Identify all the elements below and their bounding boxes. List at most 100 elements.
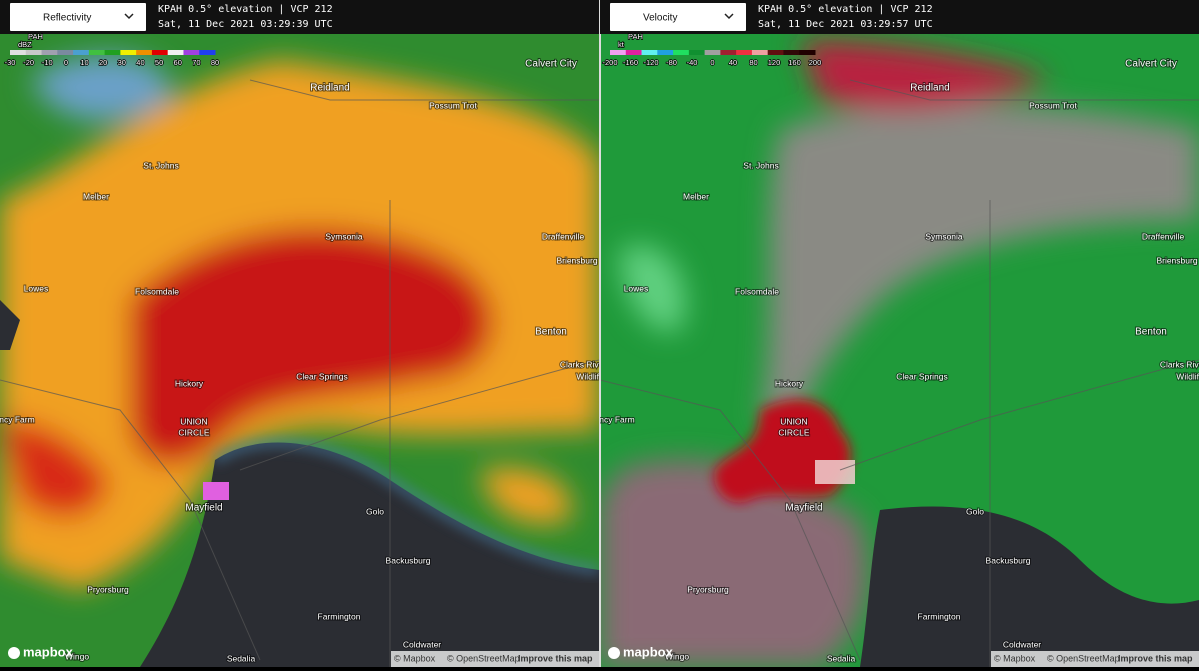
- product-dropdown[interactable]: Velocity: [610, 3, 746, 31]
- attribution-osm[interactable]: © OpenStreetMap: [447, 653, 520, 663]
- place-label: Farmington: [318, 611, 361, 621]
- place-label: Wingo: [65, 651, 89, 661]
- attribution-improve[interactable]: Improve this map: [518, 653, 593, 663]
- place-label: Calvert City: [525, 59, 577, 70]
- place-label: Backusburg: [986, 555, 1031, 565]
- scale-swatch: [73, 50, 90, 55]
- place-label: Fancy Farm: [0, 414, 35, 424]
- scale-tick-label: 10: [80, 58, 88, 67]
- dropdown-box[interactable]: [10, 3, 146, 31]
- place-label: Lowes: [624, 283, 649, 293]
- scale-swatch: [720, 50, 737, 55]
- mapbox-logo: mapbox: [8, 644, 74, 659]
- scale-tick-label: 120: [768, 58, 781, 67]
- place-label: Sedalia: [827, 653, 856, 663]
- product-dropdown[interactable]: Reflectivity: [10, 3, 146, 31]
- scale-swatch: [104, 50, 121, 55]
- dropdown-caret[interactable]: [724, 13, 734, 20]
- place-label: Golo: [966, 506, 984, 516]
- logo-text: mapbox: [623, 644, 674, 659]
- scale-tick-label: 0: [64, 58, 68, 67]
- scale-tick-label: 40: [729, 58, 737, 67]
- place-label: Folsomdale: [735, 286, 779, 296]
- scale-tick-label: -200: [602, 58, 617, 67]
- place-label: Farmington: [918, 611, 961, 621]
- place-label: Possum Trot: [1029, 100, 1077, 110]
- dropdown-label[interactable]: Reflectivity: [43, 13, 91, 24]
- attribution-osm[interactable]: © OpenStreetMap: [1047, 653, 1120, 663]
- scale-swatch: [657, 50, 674, 55]
- scale-swatch: [167, 50, 184, 55]
- attribution-improve[interactable]: Improve this map: [1118, 653, 1193, 663]
- dropdown-box[interactable]: [610, 3, 746, 31]
- scale-swatch: [783, 50, 800, 55]
- scale-swatch: [736, 50, 753, 55]
- place-label: Coldwater: [1003, 639, 1041, 649]
- place-label: Symsonia: [925, 231, 963, 241]
- panel: Reflectivity KPAH 0.5° elevation | VCP 21…: [0, 0, 606, 667]
- panel: Velocity KPAH 0.5° elevation | VCP 212 Sat…: [600, 0, 1199, 667]
- mapbox-logo: mapbox: [608, 644, 674, 659]
- scale-tick-label: 30: [118, 58, 126, 67]
- scale-swatch: [136, 50, 153, 55]
- attribution-mapbox[interactable]: © Mapbox: [994, 653, 1036, 663]
- header-title: KPAH 0.5° elevation | VCP 212: [758, 4, 933, 15]
- scale-swatch: [751, 50, 769, 55]
- place-label: Sedalia: [227, 653, 256, 663]
- place-label: Folsomdale: [135, 286, 179, 296]
- place-label: Coldwater: [403, 639, 441, 649]
- logo-icon: [608, 647, 620, 659]
- place-label: Clear Springs: [296, 371, 348, 381]
- place-label: Wildlife: [576, 371, 604, 381]
- place-label: Pryorsburg: [687, 584, 729, 594]
- scale-swatch: [704, 50, 721, 55]
- place-labels: Calvert City Reidland Possum Trot St. Johns…: [0, 58, 606, 665]
- scale-tick-label: -120: [643, 58, 658, 67]
- place-label: Briensburg: [1156, 255, 1197, 265]
- station-label: PAH: [628, 32, 643, 41]
- header-time: Sat, 11 Dec 2021 03:29:57 UTC: [758, 19, 933, 30]
- place-label: Reidland: [310, 83, 349, 94]
- attribution-bg: [391, 651, 599, 667]
- place-label: Reidland: [910, 83, 949, 94]
- place-label: Draffenville: [542, 231, 585, 241]
- scale-tick-label: 80: [749, 58, 757, 67]
- place-label: Golo: [366, 506, 384, 516]
- place-label: Clarks River: [1160, 359, 1199, 369]
- place-label: UNION: [780, 416, 807, 426]
- place-label: Benton: [535, 327, 567, 338]
- dropdown-label[interactable]: Velocity: [643, 13, 677, 24]
- scale-swatch: [88, 50, 106, 55]
- place-label: UNION: [180, 416, 207, 426]
- scale-tick-label: -160: [623, 58, 638, 67]
- scale-tick-label: 20: [99, 58, 107, 67]
- place-label: Clarks River: [560, 359, 606, 369]
- attribution-mapbox[interactable]: © Mapbox: [394, 653, 436, 663]
- place-label: Pryorsburg: [87, 584, 129, 594]
- scale-swatch: [688, 50, 706, 55]
- header-time: Sat, 11 Dec 2021 03:29:39 UTC: [158, 19, 333, 30]
- scale-swatch: [767, 50, 784, 55]
- scale-tick-label: 60: [174, 58, 182, 67]
- place-label: Wingo: [665, 651, 689, 661]
- place-label: Symsonia: [325, 231, 363, 241]
- scale-tick-label: 40: [136, 58, 144, 67]
- dropdown-caret[interactable]: [124, 13, 134, 20]
- place-label: St. Johns: [743, 160, 778, 170]
- scale-swatch: [57, 50, 74, 55]
- scale-swatch: [625, 50, 643, 55]
- scale-swatch: [151, 50, 169, 55]
- velocity-map: [600, 34, 1199, 667]
- place-label: Draffenville: [1142, 231, 1185, 241]
- place-label: Backusburg: [386, 555, 431, 565]
- scale-swatch: [183, 50, 200, 55]
- place-label: Briensburg: [556, 255, 597, 265]
- place-label: Mayfield: [785, 503, 822, 514]
- place-label: Hickory: [175, 378, 204, 388]
- scale-swatch: [673, 50, 690, 55]
- scale-tick-label: 0: [710, 58, 714, 67]
- scale-swatch: [199, 50, 216, 55]
- place-label: Mayfield: [185, 503, 222, 514]
- scale-tick-label: -30: [5, 58, 16, 67]
- scale-tick-label: -20: [23, 58, 34, 67]
